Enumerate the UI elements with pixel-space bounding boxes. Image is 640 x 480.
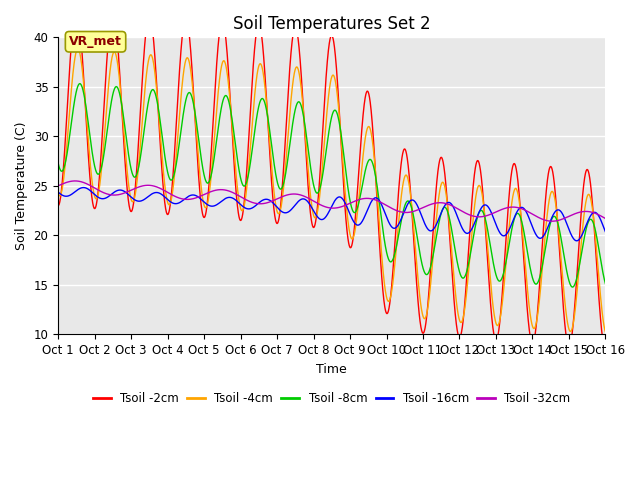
Tsoil -32cm [264,200,272,205]
Tsoil -2cm [149,34,157,39]
Tsoil -32cm [71,178,79,184]
Tsoil -8cm [288,126,296,132]
Tsoil -32cm [288,191,296,197]
Tsoil -8cm [602,281,609,287]
Line: Tsoil -16cm: Tsoil -16cm [58,188,605,241]
Tsoil -8cm [569,284,577,290]
Tsoil -32cm [591,210,599,216]
Tsoil -16cm [602,229,609,235]
Tsoil -4cm [288,88,296,94]
Tsoil -16cm [264,197,272,203]
Tsoil -2cm [54,203,62,208]
Tsoil -2cm [602,346,609,352]
Tsoil -32cm [149,183,157,189]
Tsoil -4cm [54,191,62,196]
Tsoil -2cm [264,125,272,131]
Tsoil -2cm [591,234,598,240]
Tsoil -16cm [117,187,125,193]
Tsoil -2cm [288,40,296,46]
Line: Tsoil -32cm: Tsoil -32cm [58,181,605,221]
Tsoil -16cm [591,209,599,215]
Y-axis label: Soil Temperature (C): Soil Temperature (C) [15,121,28,250]
Tsoil -16cm [54,189,62,195]
Tsoil -8cm [117,96,125,102]
Legend: Tsoil -2cm, Tsoil -4cm, Tsoil -8cm, Tsoil -16cm, Tsoil -32cm: Tsoil -2cm, Tsoil -4cm, Tsoil -8cm, Tsoi… [88,388,575,410]
Tsoil -8cm [264,117,272,123]
Line: Tsoil -2cm: Tsoil -2cm [58,9,605,349]
Tsoil -2cm [532,325,540,331]
Tsoil -32cm [548,218,556,224]
Tsoil -4cm [591,228,598,234]
X-axis label: Time: Time [316,362,347,375]
Tsoil -8cm [54,160,62,166]
Tsoil -4cm [74,46,82,52]
Tsoil -16cm [288,206,296,212]
Tsoil -2cm [117,87,125,93]
Line: Tsoil -4cm: Tsoil -4cm [58,49,605,332]
Tsoil -32cm [117,192,125,197]
Tsoil -32cm [602,216,609,221]
Tsoil -4cm [264,120,272,126]
Title: Soil Temperatures Set 2: Soil Temperatures Set 2 [233,15,431,33]
Text: VR_met: VR_met [69,35,122,48]
Tsoil -4cm [117,90,125,96]
Tsoil -32cm [532,213,540,219]
Tsoil -8cm [76,81,84,86]
Tsoil -4cm [532,322,540,327]
Tsoil -16cm [573,238,580,244]
Tsoil -32cm [54,183,62,189]
Line: Tsoil -8cm: Tsoil -8cm [58,84,605,287]
Tsoil -8cm [149,87,157,93]
Tsoil -8cm [532,281,540,287]
Tsoil -4cm [602,329,609,335]
Tsoil -8cm [591,226,599,232]
Tsoil -4cm [149,59,157,64]
Tsoil -16cm [532,231,540,237]
Tsoil -16cm [149,191,157,196]
Tsoil -2cm [72,6,80,12]
Tsoil -16cm [79,185,87,191]
